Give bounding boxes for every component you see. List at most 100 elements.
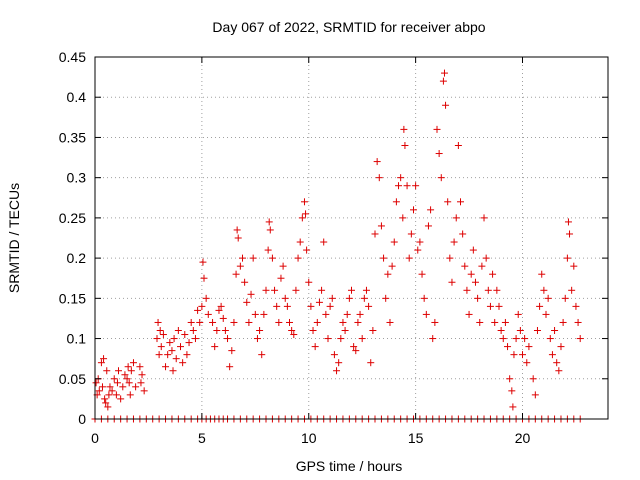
data-point (525, 343, 533, 351)
data-point (452, 214, 460, 222)
data-point (243, 298, 251, 306)
data-point (103, 367, 111, 375)
data-point (461, 262, 469, 270)
data-point (117, 395, 125, 403)
data-point (215, 306, 223, 314)
data-point (343, 310, 351, 318)
data-point (268, 254, 276, 262)
data-point (166, 339, 174, 347)
data-point (437, 174, 445, 182)
data-point (159, 331, 167, 339)
data-point (514, 310, 522, 318)
data-point (471, 278, 479, 286)
data-point (326, 302, 334, 310)
data-point (407, 230, 415, 238)
data-point (459, 230, 467, 238)
data-point (416, 238, 424, 246)
data-point (106, 383, 114, 391)
data-point (544, 294, 552, 302)
data-point (307, 302, 315, 310)
data-point (454, 141, 462, 149)
data-point (465, 310, 473, 318)
data-point (194, 306, 202, 314)
data-point (191, 335, 199, 343)
data-point (457, 198, 465, 206)
data-point (189, 327, 197, 335)
data-point (224, 335, 232, 343)
data-point (431, 318, 439, 326)
data-point (422, 310, 430, 318)
data-point (501, 318, 509, 326)
data-point (495, 302, 503, 310)
data-point (570, 262, 578, 270)
data-point (469, 246, 477, 254)
data-point (493, 286, 501, 294)
data-point (315, 298, 323, 306)
data-point (523, 359, 531, 367)
data-point (360, 294, 368, 302)
data-point (271, 286, 279, 294)
data-point (200, 274, 208, 282)
data-point (129, 359, 137, 367)
data-point (115, 367, 123, 375)
data-point (330, 351, 338, 359)
data-point (162, 363, 170, 371)
data-point (529, 375, 537, 383)
data-point (433, 125, 441, 133)
data-point (512, 335, 520, 343)
data-point (138, 371, 146, 379)
data-point (181, 331, 189, 339)
data-point (414, 246, 422, 254)
data-point (401, 141, 409, 149)
data-point (288, 327, 296, 335)
data-point (497, 327, 505, 335)
data-point (412, 182, 420, 190)
data-point (380, 254, 388, 262)
data-point (478, 262, 486, 270)
data-point (286, 318, 294, 326)
data-point (474, 294, 482, 302)
data-point (290, 331, 298, 339)
data-point (211, 343, 219, 351)
data-point (576, 335, 584, 343)
data-point (199, 258, 207, 266)
data-point (504, 343, 512, 351)
data-point (275, 318, 283, 326)
data-point (429, 335, 437, 343)
data-point (140, 387, 148, 395)
data-point (400, 125, 408, 133)
data-point (136, 363, 144, 371)
data-point (258, 351, 266, 359)
data-point (241, 278, 249, 286)
data-point (382, 294, 390, 302)
data-point (542, 310, 550, 318)
data-point (320, 238, 328, 246)
data-point (533, 327, 541, 335)
data-point (328, 294, 336, 302)
data-point (358, 335, 366, 343)
data-point (563, 254, 571, 262)
y-tick-label: 0 (78, 411, 86, 427)
data-point (98, 383, 106, 391)
data-point (566, 230, 574, 238)
x-tick-label: 20 (515, 430, 531, 446)
data-point (266, 226, 274, 234)
data-point (390, 238, 398, 246)
data-point (324, 335, 332, 343)
data-point (95, 387, 103, 395)
data-point (572, 302, 580, 310)
data-point (392, 198, 400, 206)
data-point (384, 270, 392, 278)
data-point (403, 182, 411, 190)
y-tick-label: 0.45 (59, 49, 86, 65)
data-point (281, 294, 289, 302)
data-point (104, 403, 112, 411)
data-point (516, 327, 524, 335)
data-point (123, 375, 131, 383)
data-point (262, 286, 270, 294)
data-point (97, 359, 105, 367)
data-point (249, 254, 257, 262)
data-point (350, 343, 358, 351)
data-point (157, 343, 165, 351)
data-point (154, 318, 162, 326)
